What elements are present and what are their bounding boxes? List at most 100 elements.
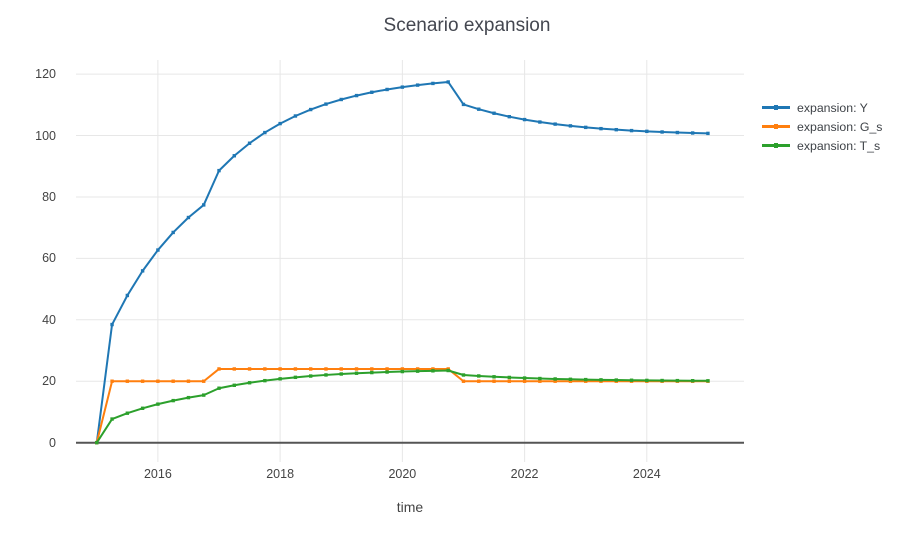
data-point-marker[interactable] [171,398,175,403]
data-point-marker[interactable] [538,376,542,381]
data-point-marker[interactable] [370,90,374,94]
data-point-marker[interactable] [171,379,175,383]
data-point-marker[interactable] [507,379,512,383]
data-point-marker[interactable] [293,367,298,371]
data-point-marker[interactable] [461,373,466,377]
data-point-marker[interactable] [217,386,221,390]
data-point-marker[interactable] [385,367,389,371]
data-point-marker[interactable] [431,81,435,86]
data-point-marker[interactable] [202,379,206,383]
data-point-marker[interactable] [568,377,573,381]
data-point-marker[interactable] [522,376,527,380]
data-point-marker[interactable] [156,248,160,252]
data-point-marker[interactable] [110,379,114,383]
data-point-marker[interactable] [263,378,267,383]
data-point-marker[interactable] [263,367,267,371]
data-point-marker[interactable] [492,379,496,383]
data-point-marker[interactable] [339,372,343,376]
data-point-marker[interactable] [415,369,420,373]
data-point-marker[interactable] [522,117,527,122]
data-point-marker[interactable] [690,131,695,135]
data-point-marker[interactable] [339,367,343,371]
data-point-marker[interactable] [461,379,466,383]
data-point-marker[interactable] [446,80,450,84]
data-point-marker[interactable] [706,131,710,136]
data-point-marker[interactable] [599,126,603,131]
data-point-marker[interactable] [477,374,481,378]
data-point-marker[interactable] [125,411,130,415]
data-point-marker[interactable] [584,377,588,382]
data-point-marker[interactable] [308,367,313,371]
data-point-marker[interactable] [202,393,206,397]
data-point-marker[interactable] [171,230,175,235]
data-point-marker[interactable] [186,215,191,220]
data-point-marker[interactable] [247,381,252,385]
legend-item-expansion-T-s[interactable]: expansion: T_s [762,136,882,155]
data-point-marker[interactable] [110,417,114,421]
data-point-marker[interactable] [645,378,649,383]
data-point-marker[interactable] [140,269,145,273]
data-point-marker[interactable] [538,379,542,383]
data-point-marker[interactable] [415,83,420,87]
data-point-marker[interactable] [538,120,542,124]
series-expansion-Y[interactable] [95,80,710,445]
data-point-marker[interactable] [156,402,160,406]
legend-item-expansion-Y[interactable]: expansion: Y [762,98,882,117]
data-point-marker[interactable] [247,367,252,371]
data-point-marker[interactable] [492,375,496,379]
data-point-marker[interactable] [354,93,359,98]
data-point-marker[interactable] [202,203,206,207]
data-point-marker[interactable] [599,378,603,382]
data-point-marker[interactable] [629,128,634,133]
data-point-marker[interactable] [675,378,680,383]
data-point-marker[interactable] [706,379,710,383]
data-point-marker[interactable] [95,440,99,445]
data-point-marker[interactable] [186,395,191,400]
data-point-marker[interactable] [217,168,221,173]
data-point-marker[interactable] [522,379,527,383]
data-point-marker[interactable] [431,367,435,371]
data-point-marker[interactable] [140,379,145,383]
data-point-marker[interactable] [385,370,389,374]
data-point-marker[interactable] [431,369,435,373]
data-point-marker[interactable] [324,102,328,106]
data-point-marker[interactable] [278,367,282,371]
data-point-marker[interactable] [293,114,298,118]
data-point-marker[interactable] [675,130,680,135]
data-point-marker[interactable] [400,369,405,374]
data-point-marker[interactable] [324,373,328,377]
data-point-marker[interactable] [232,383,236,387]
data-point-marker[interactable] [660,378,664,383]
data-point-marker[interactable] [125,379,130,383]
data-point-marker[interactable] [278,121,282,126]
data-point-marker[interactable] [232,367,236,371]
data-point-marker[interactable] [400,85,405,89]
data-point-marker[interactable] [660,130,664,134]
data-point-marker[interactable] [324,367,328,371]
data-point-marker[interactable] [553,377,557,381]
data-point-marker[interactable] [186,379,191,383]
data-point-marker[interactable] [278,377,282,381]
data-point-marker[interactable] [370,367,374,371]
data-point-marker[interactable] [293,375,298,380]
data-point-marker[interactable] [339,97,343,102]
data-point-marker[interactable] [553,122,557,126]
data-point-marker[interactable] [140,406,145,410]
series-expansion-T-s[interactable] [95,368,710,445]
data-point-marker[interactable] [568,379,573,383]
data-point-marker[interactable] [645,129,649,134]
data-point-marker[interactable] [263,130,267,135]
data-point-marker[interactable] [492,111,496,115]
data-point-marker[interactable] [477,107,481,111]
data-point-marker[interactable] [400,367,405,371]
data-point-marker[interactable] [415,367,420,371]
data-point-marker[interactable] [110,322,114,327]
data-point-marker[interactable] [584,125,588,130]
data-point-marker[interactable] [461,102,466,107]
data-point-marker[interactable] [232,154,236,158]
data-point-marker[interactable] [247,141,252,145]
data-point-marker[interactable] [614,378,618,382]
data-point-marker[interactable] [507,114,512,119]
data-point-marker[interactable] [568,124,573,128]
data-point-marker[interactable] [308,107,313,112]
